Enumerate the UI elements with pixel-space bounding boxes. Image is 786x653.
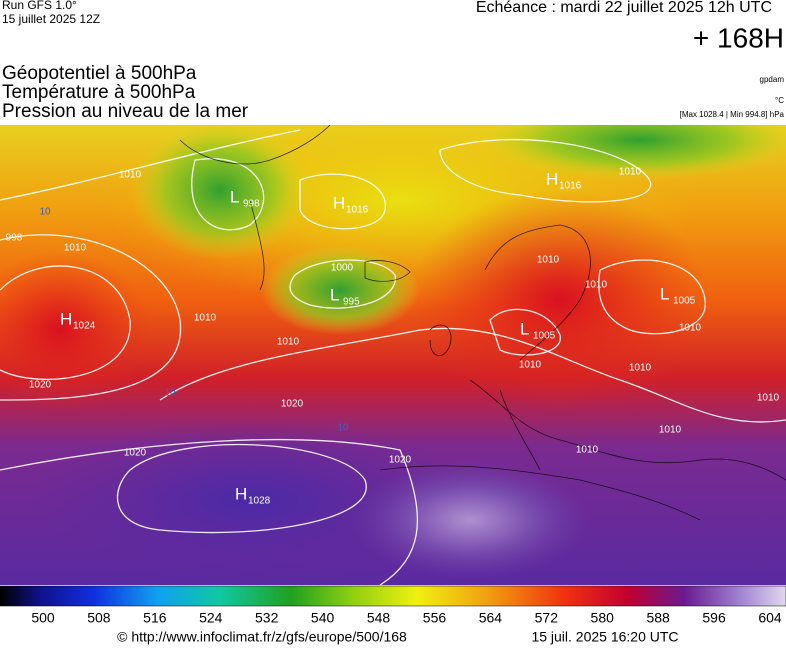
isobar-label: 1010	[537, 255, 560, 266]
pressure-center: H 1016	[333, 193, 369, 215]
isobar-label: 1020	[29, 380, 52, 391]
isobar-label: 1010	[576, 445, 599, 456]
lead-time: + 168H	[693, 22, 784, 53]
isobar-label: 1020	[124, 448, 147, 459]
pressure-center: H 1016	[546, 169, 582, 191]
temperature-label: 10	[164, 388, 176, 399]
colorbar-label: 508	[87, 610, 111, 626]
isobar-label: 1010	[629, 363, 652, 374]
layer-title: Géopotentiel à 500hPa	[2, 63, 197, 84]
colorbar-label: 572	[535, 610, 559, 626]
pressure-center: H 1028	[235, 484, 271, 506]
colorbar-label: 604	[758, 610, 782, 626]
colorbar-label: 540	[311, 610, 335, 626]
center-value: 1028	[248, 496, 271, 507]
map	[0, 125, 786, 585]
center-letter: H	[60, 309, 72, 328]
isobar-label: 1020	[281, 399, 304, 410]
colorbar-label: 548	[367, 610, 391, 626]
center-value: 1016	[559, 181, 582, 192]
center-letter: H	[546, 169, 558, 188]
center-value: 998	[243, 199, 260, 210]
colorbar-label: 556	[423, 610, 447, 626]
center-value: 1016	[346, 205, 369, 216]
footer-source: © http://www.infoclimat.fr/z/gfs/europe/…	[117, 629, 407, 645]
temperature-label: 10	[39, 207, 51, 218]
colorbar-label: 580	[591, 610, 615, 626]
isobar-label: 1010	[64, 243, 87, 254]
temperature-label: 10	[337, 423, 349, 434]
pressure-center: L 998	[230, 187, 260, 209]
center-letter: L	[520, 319, 529, 338]
center-value: 1005	[533, 331, 556, 342]
pressure-center: H 1024	[60, 309, 96, 331]
colorbar-label: 532	[255, 610, 279, 626]
isobar-label: 998	[6, 233, 23, 244]
pressure-center: L 1005	[660, 284, 696, 306]
footer-date: 15 juil. 2025 16:20 UTC	[531, 629, 678, 645]
center-letter: L	[330, 285, 339, 304]
isobar-label: 1010	[757, 393, 780, 404]
colorbar-label: 588	[646, 610, 670, 626]
colorbar-label: 524	[199, 610, 223, 626]
colorbar-label: 500	[31, 610, 55, 626]
isobar-label: 1010	[119, 170, 142, 181]
colorbar-label: 564	[479, 610, 503, 626]
colorbar-label: 516	[143, 610, 167, 626]
isobar-label: 1010	[194, 313, 217, 324]
layer-title: Température à 500hPa	[2, 82, 196, 103]
center-letter: H	[333, 193, 345, 212]
isobar-label: 1020	[389, 455, 412, 466]
pressure-center: L 995	[330, 285, 360, 307]
valid-time: Echéance : mardi 22 juillet 2025 12h UTC	[476, 0, 772, 16]
run-label: Run GFS 1.0°	[2, 0, 77, 12]
isobar-label: 1010	[277, 337, 300, 348]
center-letter: L	[660, 284, 669, 303]
unit-label: gpdam	[760, 75, 785, 84]
center-value: 1005	[673, 296, 696, 307]
center-value: 995	[343, 297, 360, 308]
isobar-label: 1010	[619, 167, 642, 178]
center-letter: H	[235, 484, 247, 503]
isobar-label: 1010	[659, 425, 682, 436]
center-letter: L	[230, 187, 239, 206]
isobar-label: 1010	[585, 280, 608, 291]
unit-label: [Max 1028.4 | Min 994.8] hPa	[680, 110, 785, 119]
center-value: 1024	[73, 321, 96, 332]
isobar-label: 1010	[519, 360, 542, 371]
layer-title: Pression au niveau de la mer	[2, 101, 249, 122]
pressure-center: L 1005	[520, 319, 556, 341]
run-date: 15 juillet 2025 12Z	[2, 12, 100, 26]
unit-label: °C	[775, 96, 784, 105]
isobar-label: 1010	[679, 323, 702, 334]
colorbar-label: 596	[702, 610, 726, 626]
colorbar	[0, 585, 786, 607]
isobar-label: 1000	[331, 263, 354, 274]
